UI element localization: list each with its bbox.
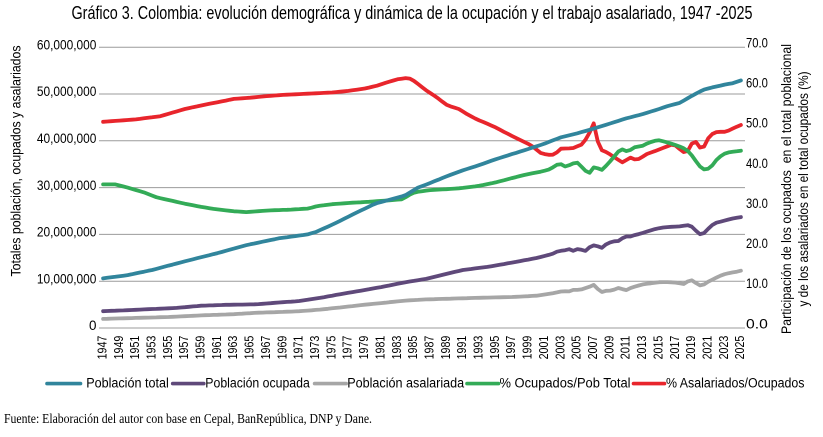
svg-text:2007: 2007 <box>585 336 600 360</box>
svg-text:30.0: 30.0 <box>746 196 768 211</box>
svg-text:Gráfico 3. Colombia: evolución: Gráfico 3. Colombia: evolución demográfi… <box>72 3 753 23</box>
svg-text:% Ocupados/Pob Total: % Ocupados/Pob Total <box>500 376 631 391</box>
svg-text:2023: 2023 <box>716 336 731 360</box>
svg-text:70.0: 70.0 <box>746 36 768 51</box>
svg-text:1969: 1969 <box>274 336 289 360</box>
svg-text:2001: 2001 <box>536 336 551 360</box>
svg-text:2005: 2005 <box>569 336 584 360</box>
svg-text:Fuente: Elaboración del autor: Fuente: Elaboración del autor con base e… <box>4 412 372 427</box>
svg-text:2009: 2009 <box>601 336 616 360</box>
svg-text:50,000,000: 50,000,000 <box>37 84 97 99</box>
svg-text:50.0: 50.0 <box>746 116 768 131</box>
svg-text:1981: 1981 <box>372 336 387 360</box>
svg-text:1957: 1957 <box>176 336 191 360</box>
svg-text:1997: 1997 <box>503 336 518 360</box>
svg-text:Totales población, ocupados y: Totales población, ocupados y asalariado… <box>9 45 24 276</box>
svg-text:0: 0 <box>89 318 96 333</box>
svg-text:40.0: 40.0 <box>746 156 768 171</box>
svg-text:2003: 2003 <box>552 336 567 360</box>
svg-text:20.0: 20.0 <box>746 236 768 251</box>
svg-text:1977: 1977 <box>340 336 355 360</box>
svg-text:1959: 1959 <box>193 336 208 360</box>
svg-text:1993: 1993 <box>471 336 486 360</box>
svg-text:10.0: 10.0 <box>746 276 768 291</box>
svg-text:20,000,000: 20,000,000 <box>37 225 97 240</box>
svg-text:40,000,000: 40,000,000 <box>37 131 97 146</box>
svg-text:1963: 1963 <box>225 336 240 360</box>
svg-text:1983: 1983 <box>389 336 404 360</box>
svg-text:1961: 1961 <box>209 336 224 360</box>
svg-text:1953: 1953 <box>144 336 159 360</box>
svg-text:1951: 1951 <box>127 336 142 360</box>
svg-text:30,000,000: 30,000,000 <box>37 178 97 193</box>
svg-text:Población total: Población total <box>86 376 169 391</box>
svg-text:60.0: 60.0 <box>746 76 768 91</box>
svg-text:2011: 2011 <box>618 336 633 360</box>
svg-text:1967: 1967 <box>258 336 273 360</box>
svg-text:1947: 1947 <box>94 336 109 360</box>
svg-text:2017: 2017 <box>667 336 682 360</box>
svg-text:1991: 1991 <box>454 336 469 360</box>
svg-text:1985: 1985 <box>405 336 420 360</box>
svg-text:2013: 2013 <box>634 336 649 360</box>
svg-text:2025: 2025 <box>732 336 747 360</box>
svg-text:1987: 1987 <box>422 336 437 360</box>
svg-text:60,000,000: 60,000,000 <box>37 37 97 52</box>
svg-text:1955: 1955 <box>160 336 175 360</box>
svg-text:1999: 1999 <box>520 336 535 360</box>
svg-text:Participación de los ocupados: Participación de los ocupados en el tota… <box>779 44 794 334</box>
svg-text:2021: 2021 <box>700 336 715 360</box>
svg-text:1979: 1979 <box>356 336 371 360</box>
svg-text:y de los asalariados en el tot: y de los asalariados en el total ocupado… <box>796 72 811 307</box>
svg-text:0.0: 0.0 <box>746 316 768 331</box>
svg-text:Población ocupada: Población ocupada <box>205 376 310 391</box>
svg-text:Población asalariada: Población asalariada <box>347 376 464 391</box>
svg-text:% Asalariados/Ocupados: % Asalariados/Ocupados <box>666 376 805 391</box>
svg-text:1949: 1949 <box>111 336 126 360</box>
svg-text:1975: 1975 <box>323 336 338 360</box>
svg-text:1989: 1989 <box>438 336 453 360</box>
svg-text:1965: 1965 <box>242 336 257 360</box>
svg-text:1995: 1995 <box>487 336 502 360</box>
svg-text:1973: 1973 <box>307 336 322 360</box>
svg-text:10,000,000: 10,000,000 <box>37 271 97 286</box>
svg-text:2019: 2019 <box>683 336 698 360</box>
svg-text:1971: 1971 <box>291 336 306 360</box>
svg-text:2015: 2015 <box>650 336 665 360</box>
